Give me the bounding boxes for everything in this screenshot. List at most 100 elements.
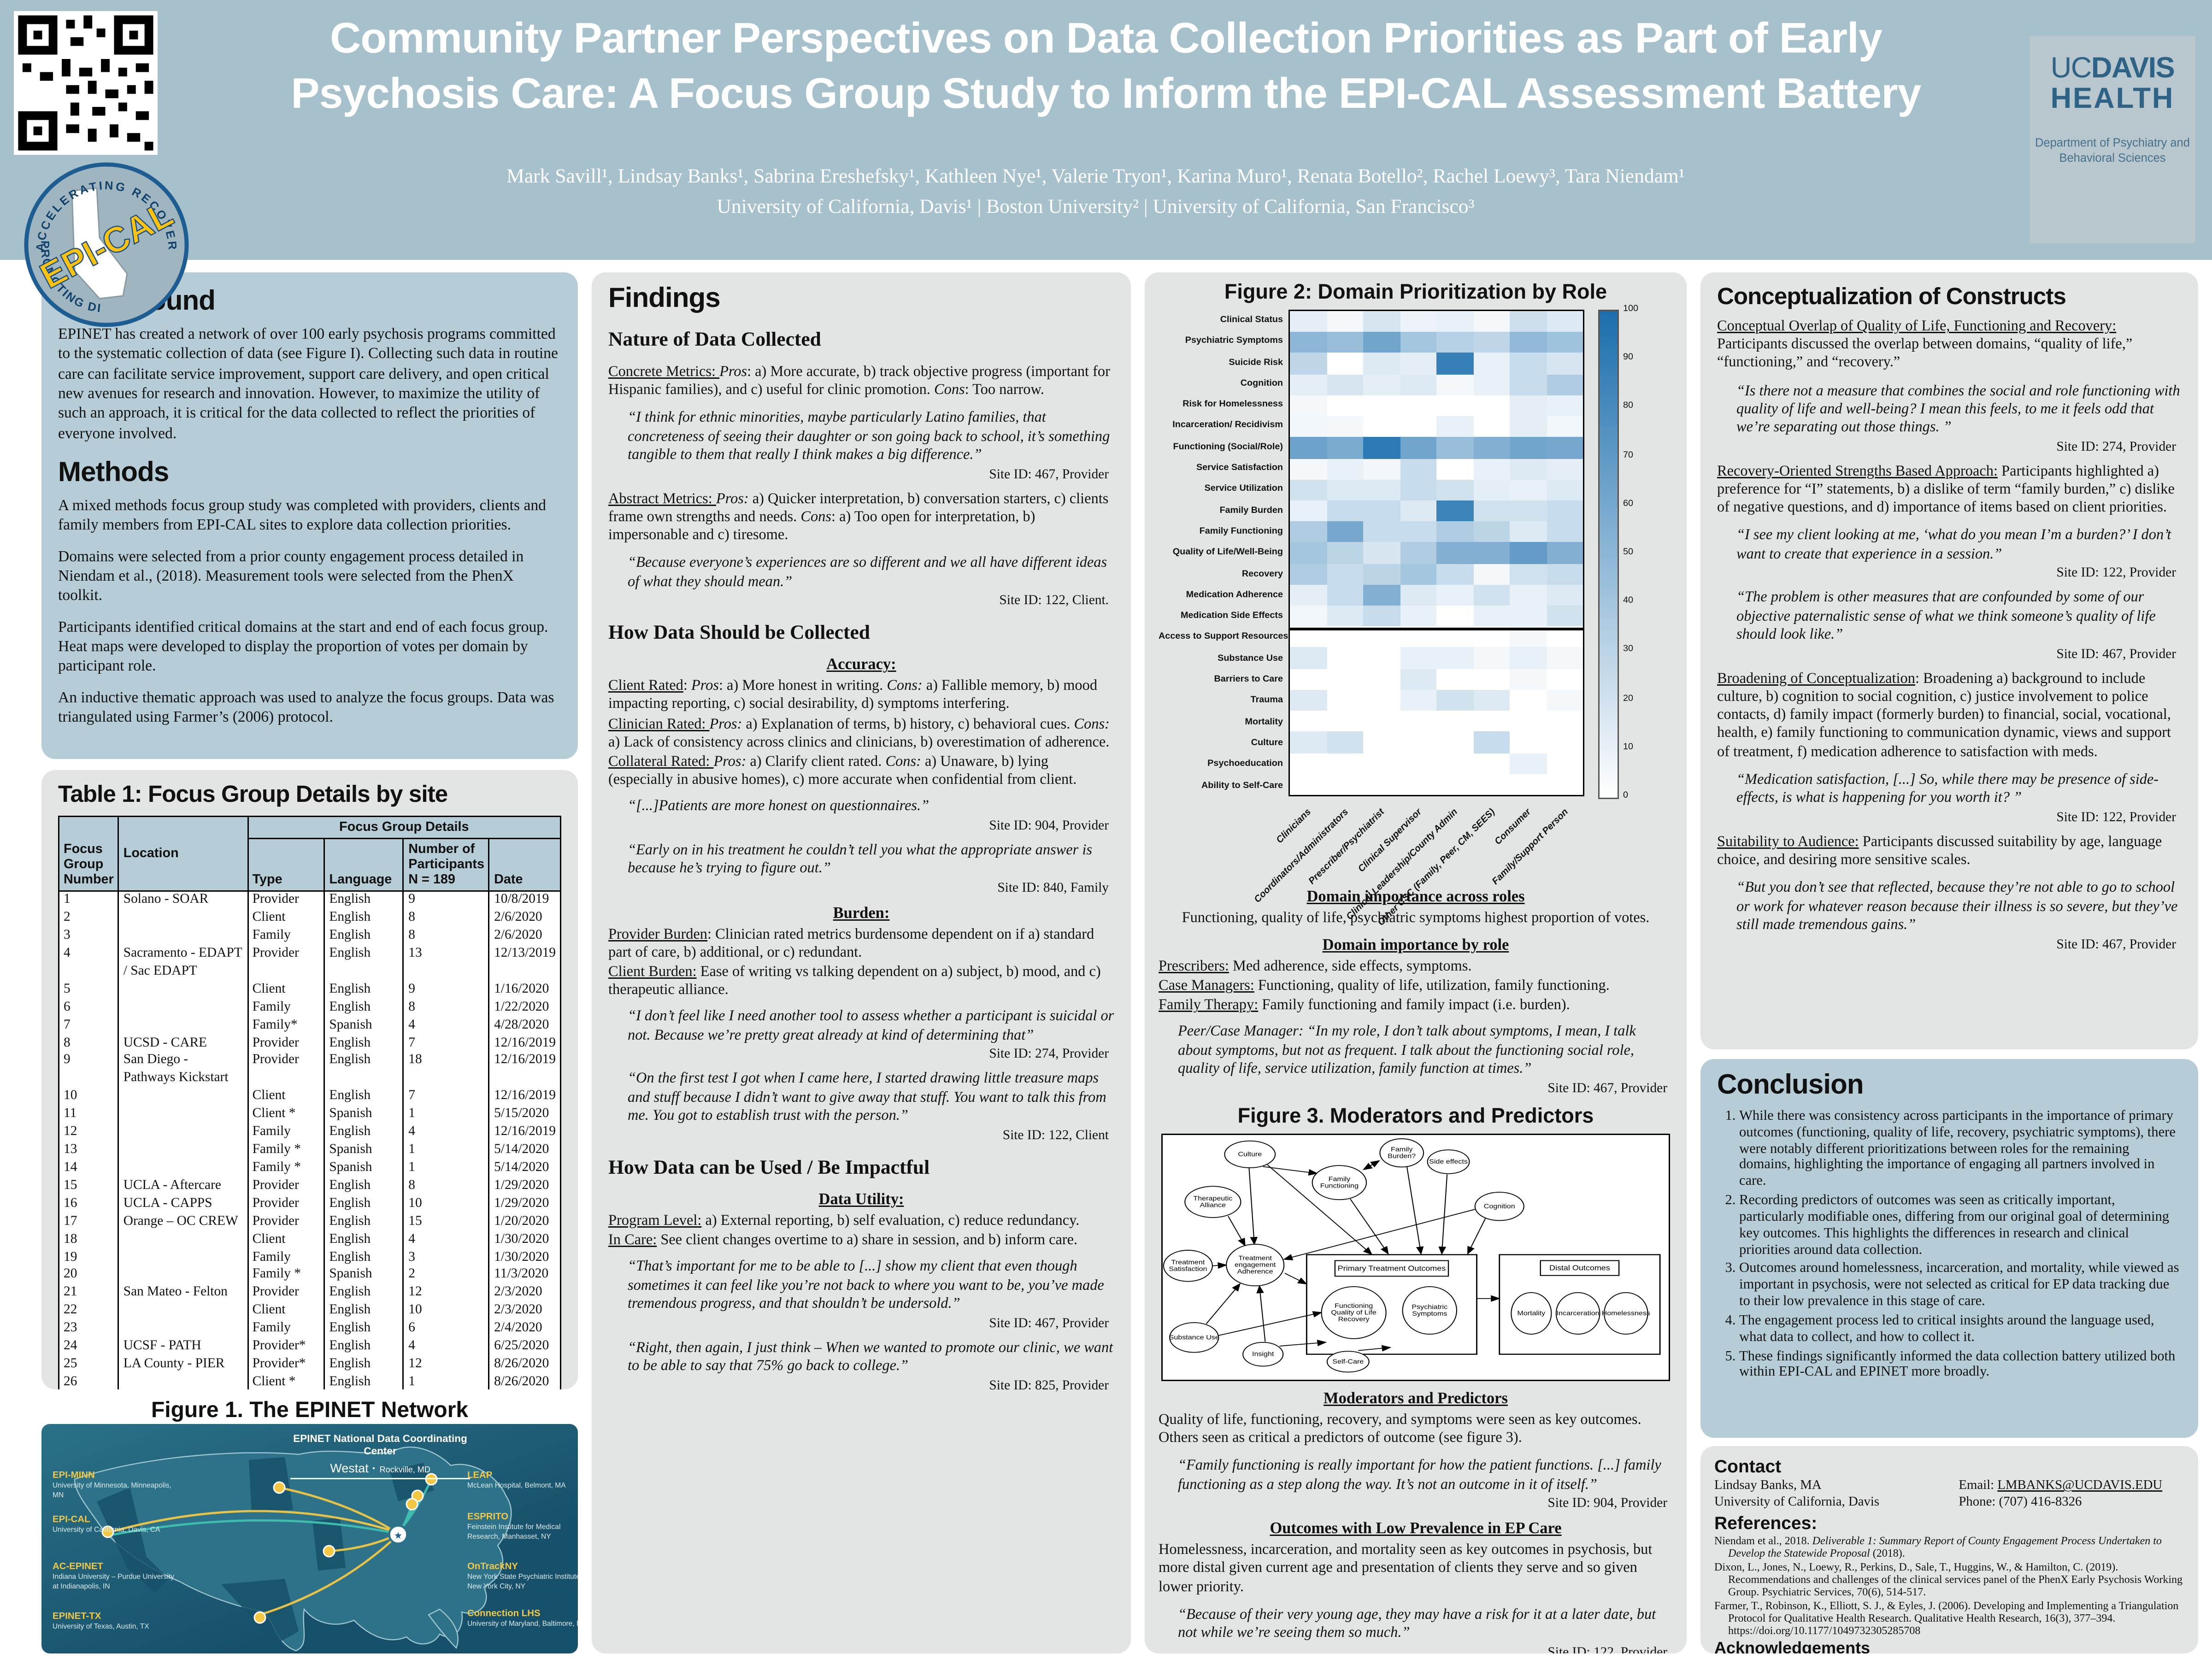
heatmap-cell [1400,500,1436,522]
finding-paragraph: Functioning, quality of life, psychiatri… [1182,910,1650,926]
table-cell: 1/30/2020 [488,1249,561,1267]
heatmap-cell [1400,395,1436,417]
heatmap-cell [1546,753,1583,774]
table-cell: Family * [247,1142,325,1160]
table-row: 25 LA County - PIER Provider* English 12 8/26… [58,1356,561,1375]
heatmap-cell [1510,669,1547,690]
moderators-text: Moderators and Predictors Quality of life… [1159,1391,1673,1653]
table-row: 20 Family * Spanish 2 11/3/2020 [58,1267,561,1285]
heatmap-cell [1290,353,1327,374]
table-cell: Provider* [247,1356,325,1375]
svg-text:Side effects: Side effects [1429,1158,1468,1165]
email-link[interactable]: LMBANKS@UCDAVIS.EDU [1997,1478,2163,1493]
table-cell [118,1374,248,1389]
contact-org: University of California, Davis [1714,1494,1880,1510]
heatmap-row-label: Ability to Self-Care [1201,780,1283,790]
table-cell: 23 [58,1320,119,1339]
figure2-heatmap: Clinical Status Psychiatric Symptoms Suici… [1159,304,1673,800]
table-row: 6 Family English 8 1/22/2020 [58,999,561,1017]
table-cell: 10/8/2019 [488,891,561,910]
figure1-title: Figure 1. The EPINET Network [151,1399,469,1423]
colorbar-tick-label: 70 [1623,450,1634,460]
heatmap-cell [1473,437,1510,459]
table-cell: LA County - PIER [118,1356,248,1375]
heatmap-cell [1363,332,1400,353]
participant-quote: “I think for ethnic minorities, maybe pa… [628,410,1110,464]
heatmap-cell [1473,584,1510,606]
table-cell: 11/3/2020 [488,1267,561,1285]
colorbar-tick-label: 0 [1623,791,1629,800]
conceptualization-content: Conceptual Overlap of Quality of Life, F… [1717,318,2182,952]
svg-text:Mortality: Mortality [1517,1310,1545,1317]
finding-paragraph: Collateral Rated: Pros: a) Clarify clien… [608,753,1077,788]
participant-quote: “Medication satisfaction, [...] So, whil… [1736,771,2159,806]
section-subheading: Nature of Data Collected [608,329,821,351]
figure2-title: Figure 2: Domain Prioritization by Role [1224,281,1607,304]
table-cell: 14 [58,1159,119,1178]
heatmap-cell [1473,479,1510,500]
quote-attribution: Site ID: 274, Provider [989,1047,1109,1063]
heatmap-cell [1326,606,1363,627]
table-cell: 1 [403,1142,490,1160]
finding-paragraph: Client Rated: Pros: a) More honest in wr… [608,677,1098,713]
heatmap-cell [1290,647,1327,669]
heatmap-cell [1546,626,1583,648]
heatmap-cell [1473,689,1510,711]
heatmap-cell [1290,332,1327,353]
table-cell [118,1231,248,1249]
heatmap-cell [1363,563,1400,585]
svg-text:Substance Use: Substance Use [1169,1334,1219,1341]
heatmap-cell [1436,669,1473,690]
centered-subheading: Domain importance by role [1322,937,1509,954]
heatmap-cell [1473,500,1510,522]
heatmap-cell [1546,374,1583,395]
heatmap-cell [1473,563,1510,585]
heatmap-cell [1473,395,1510,417]
heatmap-cell [1436,332,1473,353]
finding-paragraph: Conceptual Overlap of Quality of Life, F… [1717,318,2133,371]
heatmap-cell [1363,437,1400,459]
heatmap-cell [1400,521,1436,543]
participant-quote: “That’s important for me to be able to [… [628,1258,1104,1312]
table-cell: Solano - SOAR [118,891,248,910]
table-cell: 4 [403,1124,490,1142]
heatmap-cell [1363,647,1400,669]
contact-phone: Phone: (707) 416-8326 [1959,1494,2082,1510]
table-cell: 7 [403,1035,490,1053]
heatmap-cell [1436,374,1473,395]
quote-attribution: Site ID: 467, Provider [2056,647,2176,662]
table-cell: 4 [58,945,119,982]
heatmap-cell [1290,500,1327,522]
table1-header-type: Type [247,838,325,892]
quote-attribution: Site ID: 467, Provider [989,467,1109,482]
contact-panel: Contact Lindsay Banks, MA University of … [1700,1446,2198,1653]
heatmap-cell [1510,753,1547,774]
table-row: 15 UCLA - Aftercare Provider English 8 1/29/2… [58,1177,561,1196]
heatmap-cell [1510,395,1547,417]
ucdavis-health-word: HEALTH [2050,83,2175,115]
paragraph: An inductive thematic approach was used … [58,689,554,726]
table-cell: San Diego - Pathways Kickstart [118,1053,248,1088]
heatmap-cell [1363,374,1400,395]
table-cell: 1 [58,891,119,910]
heatmap-cell [1473,647,1510,669]
map-site-label: AC-EPINET Indiana University – Purdue Uni… [53,1562,174,1591]
table-row: 3 Family English 8 2/6/2020 [58,927,561,946]
heatmap-cell [1546,669,1583,690]
heatmap-cell [1400,647,1436,669]
table1-header-focus: Focus Group Number [58,815,119,892]
heatmap-cell [1290,732,1327,753]
participant-quote: “Because everyone’s experiences are so d… [628,554,1107,590]
table-cell: 2/3/2020 [488,1285,561,1303]
table-cell: UCLA - CAPPS [118,1195,248,1214]
conclusion-list: While there was consistency across parti… [1739,1109,2182,1382]
heatmap-cell [1546,311,1583,332]
table-cell: 13 [58,1142,119,1160]
table-cell: Client [247,1302,325,1321]
reference-item: Farmer, T., Robinson, K., Elliott, S. J.… [1714,1600,2179,1637]
heatmap-cell [1546,395,1583,417]
map-site-label: EPINET-TX University of Texas, Austin, TX [53,1612,149,1632]
table-cell: Family [247,1320,325,1339]
